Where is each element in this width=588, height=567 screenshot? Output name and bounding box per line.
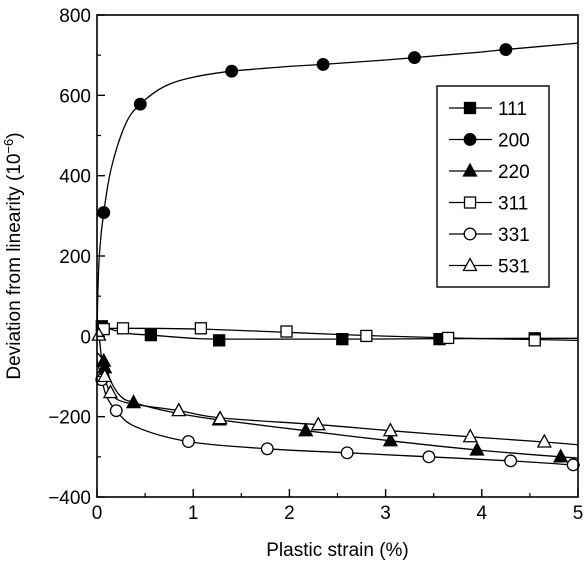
x-tick-label: 0: [92, 503, 103, 524]
legend-marker-331: [463, 227, 477, 241]
data-point-111: [144, 328, 158, 342]
x-tick-label: 5: [573, 503, 584, 524]
data-point-111: [336, 332, 349, 346]
data-point-331: [340, 446, 354, 460]
data-point-200: [97, 206, 111, 220]
data-point-200: [408, 51, 421, 65]
data-point-531: [536, 433, 552, 448]
legend-label-311: 311: [498, 194, 528, 215]
x-tick-label: 1: [188, 503, 199, 524]
data-point-311: [528, 334, 541, 347]
legend-box: [436, 85, 550, 288]
y-tick-label: −200: [48, 408, 91, 429]
data-point-331: [422, 450, 436, 464]
data-point-531: [462, 428, 478, 443]
data-point-220: [553, 448, 569, 463]
y-tick-label: −400: [48, 488, 91, 509]
data-point-220: [298, 422, 314, 437]
legend: 111 200 220 311 331 531: [436, 85, 550, 288]
data-point-531: [102, 384, 119, 399]
data-point-531: [212, 410, 228, 425]
y-axis-title: Deviation from linearity (10−6): [1, 132, 26, 379]
y-axis-title-exponent: −6: [1, 139, 16, 154]
y-tick-label: 200: [59, 247, 91, 268]
data-point-220: [125, 394, 142, 409]
data-point-331: [260, 442, 274, 456]
data-point-331: [566, 458, 580, 472]
legend-label-200: 200: [498, 131, 530, 152]
data-point-531: [310, 416, 326, 431]
legend-marker-200: [463, 133, 477, 146]
y-axis: −400 −200 0 200 400 600 800: [48, 6, 105, 509]
legend-label-331: 331: [498, 225, 530, 246]
data-point-200: [225, 64, 239, 78]
data-point-200: [499, 43, 513, 56]
legend-marker-111: [463, 101, 477, 115]
data-point-531: [91, 326, 107, 341]
series-line-200: [96, 42, 579, 337]
x-tick-label: 4: [477, 503, 488, 524]
data-point-531: [171, 402, 187, 417]
legend-marker-531: [462, 257, 478, 272]
y-tick-label: 0: [80, 327, 91, 348]
data-point-311: [441, 331, 455, 345]
x-axis: 0 1 2 3 4 5: [92, 489, 584, 524]
data-point-331: [504, 454, 518, 468]
x-tick-label: 3: [380, 503, 391, 524]
legend-marker-220: [462, 162, 478, 177]
data-point-311: [116, 322, 130, 335]
legend-label-531: 531: [498, 257, 530, 278]
series-line-331: [96, 360, 581, 466]
y-tick-label: 800: [59, 6, 91, 27]
series-markers: [91, 43, 580, 472]
data-point-220: [382, 432, 399, 447]
x-tick-label: 2: [284, 503, 295, 524]
data-point-220: [469, 441, 485, 456]
data-point-311: [280, 325, 293, 338]
data-point-331: [181, 435, 195, 449]
x-axis-title: Plastic strain (%): [266, 540, 409, 561]
legend-marker-311: [463, 196, 477, 209]
data-point-200: [316, 57, 330, 71]
legend-label-220: 220: [498, 162, 530, 183]
y-axis-title-main: Deviation from linearity (10: [4, 154, 25, 380]
data-point-531: [382, 422, 399, 437]
data-point-311: [194, 322, 208, 335]
data-point-531: [97, 368, 113, 383]
y-tick-label: 600: [59, 86, 91, 107]
legend-label-111: 111: [498, 99, 527, 120]
series-line-220: [96, 351, 579, 459]
data-point-200: [133, 97, 147, 111]
data-point-111: [213, 334, 226, 347]
y-axis-title-close: ): [4, 132, 25, 138]
data-point-331: [109, 404, 123, 418]
series-line-531: [96, 332, 579, 446]
data-point-311: [360, 329, 373, 343]
y-tick-label: 400: [59, 167, 91, 188]
